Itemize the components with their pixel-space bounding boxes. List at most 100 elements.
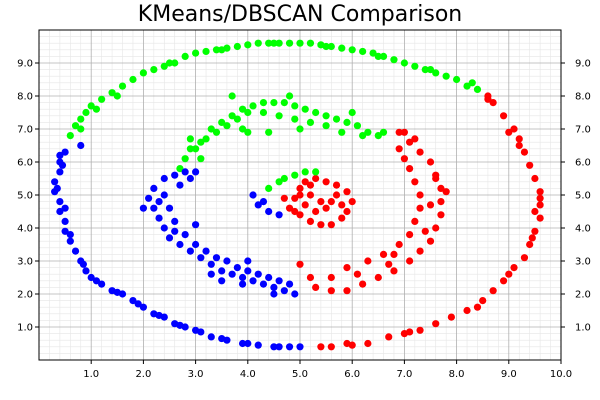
scatter-point xyxy=(411,217,419,225)
scatter-point xyxy=(202,135,210,143)
scatter-point xyxy=(275,211,283,219)
scatter-point xyxy=(301,105,309,113)
scatter-point xyxy=(312,283,320,291)
x-tick-label: 8.0 xyxy=(449,369,465,380)
scatter-point xyxy=(317,343,325,351)
x-tick-label: 2.0 xyxy=(135,369,151,380)
y-tick-label-left: 7.0 xyxy=(17,125,33,136)
scatter-point xyxy=(296,184,304,192)
scatter-point xyxy=(338,128,346,136)
x-tick-label: 3.0 xyxy=(188,369,204,380)
scatter-point xyxy=(176,165,184,173)
scatter-point xyxy=(416,148,424,156)
scatter-point xyxy=(56,207,64,216)
scatter-point xyxy=(176,181,184,189)
scatter-point xyxy=(270,343,278,351)
scatter-point xyxy=(332,115,341,123)
scatter-point xyxy=(312,174,320,183)
scatter-point xyxy=(296,39,304,47)
scatter-point xyxy=(186,174,194,183)
scatter-point xyxy=(338,214,346,222)
scatter-point xyxy=(212,128,221,136)
scatter-point xyxy=(416,326,424,334)
scatter-point xyxy=(87,102,95,110)
scatter-point xyxy=(265,128,273,136)
scatter-point xyxy=(275,343,283,351)
scatter-point xyxy=(280,194,288,202)
scatter-point xyxy=(374,52,382,61)
scatter-point xyxy=(353,270,362,278)
scatter-point xyxy=(406,165,414,173)
scatter-point xyxy=(244,339,252,348)
scatter-point xyxy=(82,108,90,117)
scatter-point xyxy=(275,112,283,120)
scatter-point xyxy=(499,277,508,285)
scatter-point xyxy=(400,128,408,136)
scatter-point xyxy=(285,39,294,47)
scatter-point xyxy=(306,191,315,199)
axis-ticks: 1.0 2.0 3.0 4.0 5.0 6.0 7.0 8.0 9.0 10.0 1.0 1.0 2.0… xyxy=(17,59,591,381)
scatter-point xyxy=(113,92,121,100)
scatter-point xyxy=(238,339,247,348)
scatter-point xyxy=(510,264,518,272)
scatter-point xyxy=(150,184,158,192)
scatter-point xyxy=(165,234,174,242)
scatter-point xyxy=(61,217,69,225)
scatter-point xyxy=(150,204,158,212)
scatter-point xyxy=(79,260,87,268)
scatter-point xyxy=(228,270,236,278)
scatter-point xyxy=(249,191,257,199)
scatter-point xyxy=(359,132,367,140)
scatter-point xyxy=(505,270,513,278)
scatter-point xyxy=(165,204,174,212)
scatter-point xyxy=(291,194,299,202)
scatter-point xyxy=(390,267,398,275)
scatter-point xyxy=(207,125,215,133)
scatter-point xyxy=(233,264,241,272)
scatter-point xyxy=(82,267,90,275)
scatter-point xyxy=(228,112,236,120)
scatter-point xyxy=(218,46,226,54)
scatter-point xyxy=(296,260,304,268)
scatter-point xyxy=(176,240,184,249)
scatter-point xyxy=(265,39,273,47)
scatter-point xyxy=(379,250,388,258)
scatter-point xyxy=(238,280,247,288)
scatter-point xyxy=(291,171,299,179)
scatter-point xyxy=(244,257,252,265)
scatter-point xyxy=(385,260,393,268)
y-tick-label-left: 5.0 xyxy=(17,191,33,202)
y-tick-label-left: 2.0 xyxy=(17,290,33,301)
scatter-point xyxy=(66,231,74,239)
y-tick-label-right: 3.0 xyxy=(575,257,591,268)
scatter-point xyxy=(364,257,372,265)
scatter-point xyxy=(218,267,226,275)
scatter-point xyxy=(426,158,435,166)
scatter-point xyxy=(301,201,309,209)
scatter-point xyxy=(520,148,529,156)
scatter-point xyxy=(291,115,299,123)
scatter-point xyxy=(327,343,335,351)
y-tick-label-right: 7.0 xyxy=(575,125,591,136)
scatter-point xyxy=(296,191,304,199)
scatter-point xyxy=(510,125,518,133)
scatter-point xyxy=(280,174,288,183)
data-points xyxy=(51,39,544,351)
scatter-point xyxy=(244,267,252,275)
scatter-point xyxy=(160,62,168,70)
scatter-point xyxy=(87,273,95,282)
scatter-point xyxy=(306,118,315,126)
scatter-point xyxy=(66,237,74,245)
scatter-point xyxy=(171,217,179,225)
scatter-point xyxy=(275,178,283,186)
scatter-point xyxy=(322,42,330,51)
scatter-point xyxy=(285,343,294,351)
scatter-point xyxy=(77,115,85,123)
scatter-point xyxy=(259,99,268,107)
scatter-point xyxy=(332,191,341,199)
scatter-point xyxy=(181,231,189,239)
scatter-point xyxy=(406,257,414,265)
scatter-point xyxy=(118,82,127,90)
scatter-point xyxy=(129,75,137,84)
